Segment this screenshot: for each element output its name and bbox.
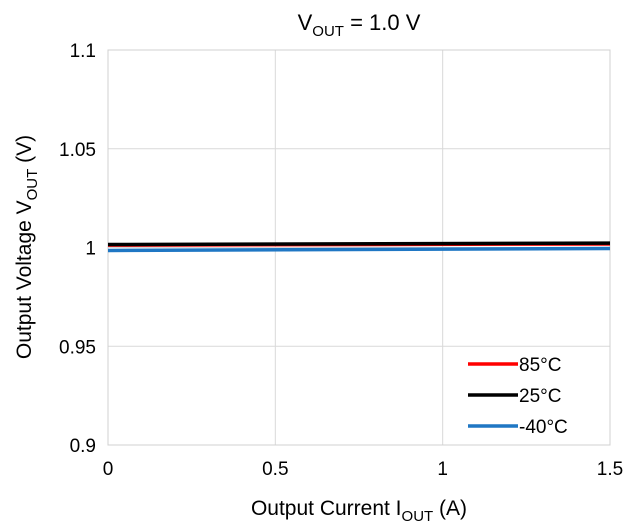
series-line-3 — [107, 246, 611, 253]
series-lines — [107, 241, 611, 253]
y-axis-title-sub: OUT — [24, 169, 41, 201]
legend: 85°C 25°C -40°C — [468, 355, 568, 438]
legend-item: -40°C — [468, 417, 568, 438]
y-tick-labels: 0.9 0.95 1 1.05 1.1 — [59, 41, 96, 457]
y-tick-label: 1 — [85, 239, 96, 260]
chart-title-suffix: = 1.0 V — [344, 10, 421, 35]
y-tick-label: 1.05 — [59, 140, 96, 161]
y-axis-title: Output Voltage VOUT (V) — [13, 135, 41, 359]
x-axis-title: Output Current IOUT (A) — [251, 497, 467, 525]
y-axis-title-main: Output Voltage V — [13, 200, 36, 359]
x-tick-label: 1.5 — [597, 459, 623, 480]
x-tick-label: 0.5 — [262, 459, 288, 480]
legend-item: 25°C — [468, 386, 561, 407]
y-tick-label: 1.1 — [70, 41, 96, 62]
legend-label: 85°C — [519, 355, 561, 376]
series-line-2 — [107, 241, 611, 247]
legend-label: -40°C — [519, 417, 568, 438]
x-tick-labels: 0 0.5 1 1.5 — [103, 459, 624, 480]
x-axis-title-suffix: (A) — [433, 497, 467, 520]
x-axis-title-sub: OUT — [402, 508, 434, 525]
x-axis-title-main: Output Current I — [251, 497, 402, 520]
chart-title: VOUT = 1.0 V — [298, 10, 421, 40]
chart-title-main: V — [298, 10, 313, 35]
plot-area — [107, 49, 611, 446]
y-tick-label: 0.95 — [59, 337, 96, 358]
x-tick-label: 1 — [437, 459, 448, 480]
chart-title-sub: OUT — [312, 23, 344, 40]
y-axis-title-suffix: (V) — [13, 135, 36, 169]
legend-item: 85°C — [468, 355, 561, 376]
legend-label: 25°C — [519, 386, 561, 407]
y-tick-label: 0.9 — [70, 436, 96, 457]
x-tick-label: 0 — [103, 459, 114, 480]
